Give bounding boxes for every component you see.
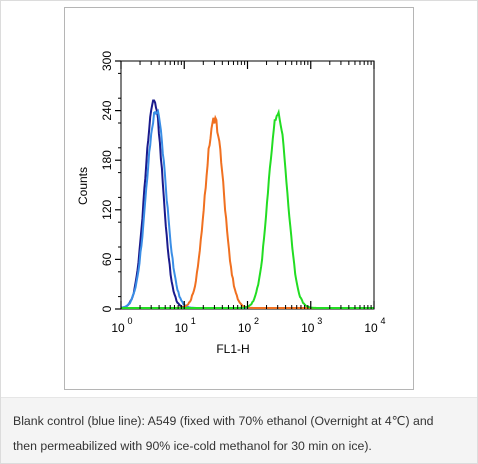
y-tick-label: 60 xyxy=(100,252,114,266)
x-tick-exponent: 3 xyxy=(317,316,322,326)
x-axis: 10 0 10 1 10 2 10 3 10 4 xyxy=(111,61,386,335)
y-tick-label: 120 xyxy=(100,199,114,219)
plot-area xyxy=(120,60,375,310)
x-tick-exponent: 0 xyxy=(127,316,132,326)
x-tick-exponent: 1 xyxy=(191,316,196,326)
y-axis-label: Counts xyxy=(76,167,90,205)
y-tick-label: 0 xyxy=(100,305,114,312)
caption-line-1: Blank control (blue line): A549 (fixed w… xyxy=(13,414,434,428)
x-tick-label: 10 xyxy=(364,321,378,335)
figure-caption: Blank control (blue line): A549 (fixed w… xyxy=(1,397,477,463)
y-axis: 0 60 120 180 240 300 xyxy=(100,51,121,312)
x-tick-exponent: 2 xyxy=(254,316,259,326)
y-tick-label: 300 xyxy=(100,51,114,71)
x-axis-label: FL1-H xyxy=(216,342,249,356)
x-tick-label: 10 xyxy=(238,321,252,335)
x-tick-label: 10 xyxy=(301,321,315,335)
figure-box: 10 0 10 1 10 2 10 3 10 4 0 60 120 180 240 300 FL1-H Co… xyxy=(64,7,414,390)
y-tick-label: 180 xyxy=(100,150,114,170)
x-tick-label: 10 xyxy=(175,321,189,335)
x-tick-exponent: 4 xyxy=(380,316,385,326)
caption-line-2: then permeabilized with 90% ice-cold met… xyxy=(13,439,372,453)
y-tick-label: 240 xyxy=(100,100,114,120)
x-tick-label: 10 xyxy=(111,321,125,335)
